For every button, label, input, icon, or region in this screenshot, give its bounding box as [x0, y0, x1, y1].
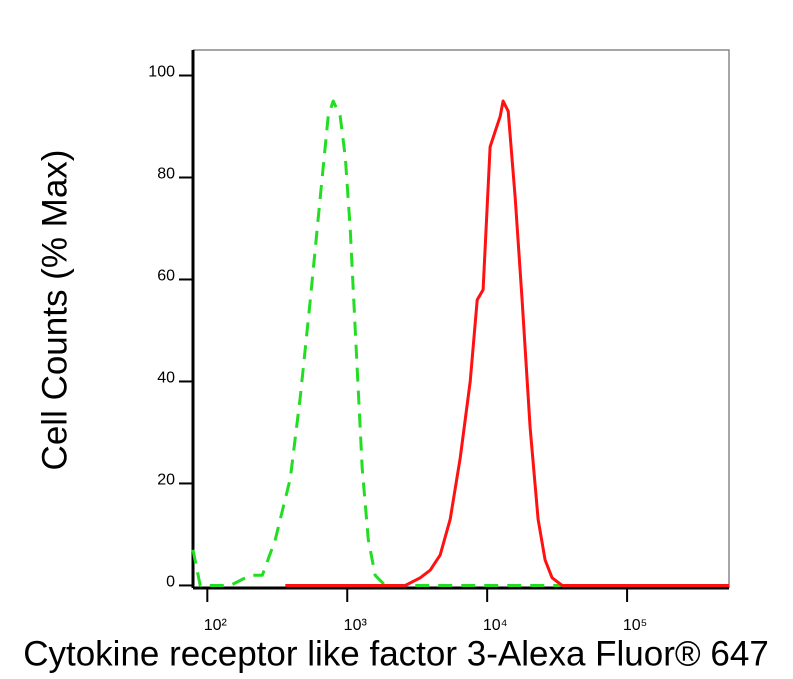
- y-tick-label: 80: [157, 166, 175, 183]
- x-tick-label: 10⁵: [623, 617, 647, 634]
- x-tick-label: 10⁴: [483, 617, 508, 634]
- y-tick-label: 100: [148, 64, 175, 81]
- y-tick-label: 40: [157, 370, 175, 387]
- plot-frame: [193, 49, 730, 588]
- x-axis-title: Cytokine receptor like factor 3-Alexa Fl…: [23, 634, 769, 673]
- x-tick-label: 10²: [204, 617, 228, 634]
- histogram-line: [285, 99, 729, 587]
- y-tick-label: 20: [157, 472, 175, 489]
- y-tick-label: 60: [157, 268, 175, 285]
- y-tick-label: 0: [166, 574, 175, 591]
- y-axis-title: Cell Counts (% Max): [35, 150, 74, 471]
- histogram-line: [191, 99, 729, 587]
- x-tick-label: 10³: [344, 617, 368, 634]
